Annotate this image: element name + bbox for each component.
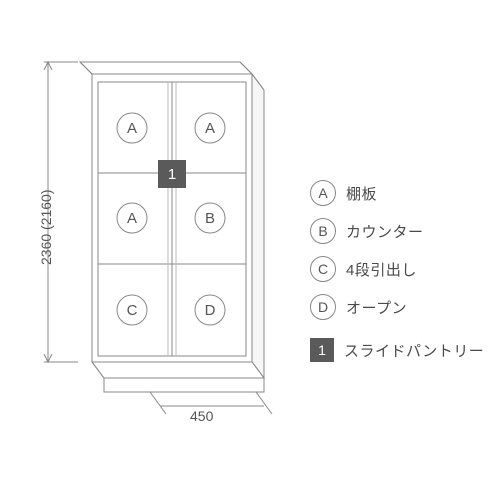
panel-label: A [127, 210, 137, 227]
legend-text-c: 4段引出し [346, 259, 417, 280]
legend: A 棚板 B カウンター C 4段引出し D オープン 1 スライドパントリー [310, 180, 484, 374]
legend-row-d: D オープン [310, 294, 484, 320]
center-badge-number: 1 [168, 166, 176, 183]
panel-label: B [205, 210, 215, 227]
depth-dimension-label: 450 [190, 408, 213, 424]
panel-label: C [127, 302, 138, 319]
legend-text-b: カウンター [346, 221, 424, 242]
legend-badge-a: A [310, 180, 336, 206]
legend-row-b: B カウンター [310, 218, 484, 244]
panel-label: A [205, 120, 215, 137]
legend-text-a: 棚板 [346, 183, 377, 204]
legend-badge-d: D [310, 294, 336, 320]
legend-row-1: 1 スライドパントリー [310, 338, 484, 362]
legend-text-1: スライドパントリー [344, 340, 484, 361]
legend-badge-1: 1 [310, 338, 334, 362]
height-dimension-label: 2360 (2160) [38, 189, 54, 265]
legend-text-d: オープン [346, 297, 407, 318]
panel-label: D [205, 302, 216, 319]
legend-badge-b: B [310, 218, 336, 244]
legend-badge-c: C [310, 256, 336, 282]
panel-label: A [127, 120, 137, 137]
legend-row-c: C 4段引出し [310, 256, 484, 282]
legend-row-a: A 棚板 [310, 180, 484, 206]
